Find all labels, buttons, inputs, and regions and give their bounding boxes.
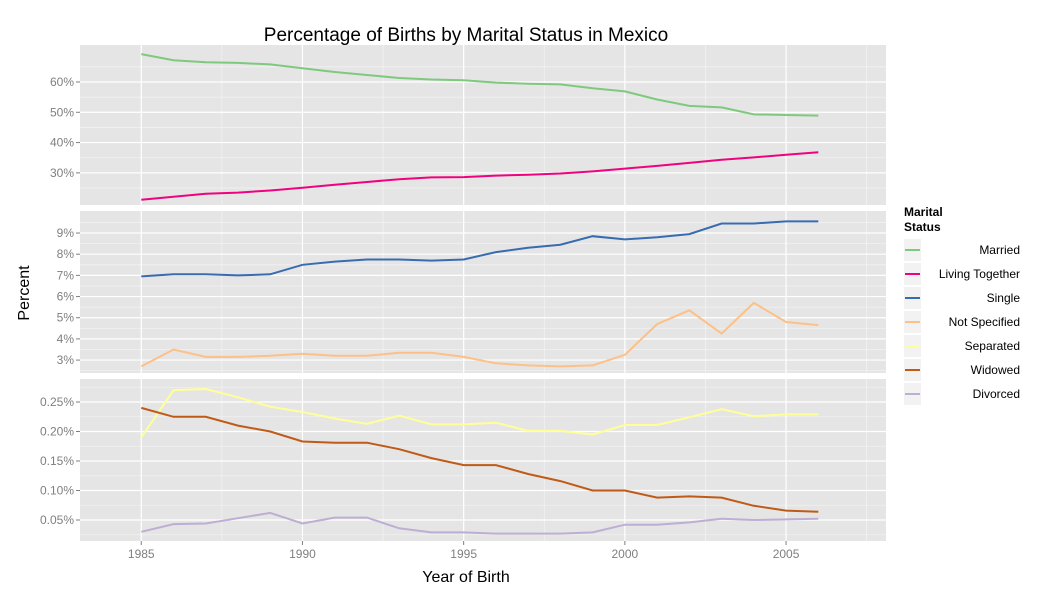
- panel-background: [80, 379, 886, 541]
- legend-label: Widowed: [971, 363, 1020, 377]
- chart-title: Percentage of Births by Marital Status i…: [264, 25, 668, 46]
- x-tick-label: 1985: [128, 547, 155, 561]
- y-tick-label: 40%: [50, 136, 74, 150]
- legend-label: Divorced: [973, 387, 1020, 401]
- legend-title-line1: Marital: [904, 205, 943, 219]
- y-tick-label: 0.15%: [40, 454, 74, 468]
- legend-label: Married: [979, 243, 1020, 257]
- x-tick-label: 1995: [450, 547, 477, 561]
- y-tick-label: 60%: [50, 75, 74, 89]
- y-tick-label: 50%: [50, 105, 74, 119]
- x-axis-label: Year of Birth: [422, 569, 509, 586]
- series-line-widowed: [141, 406, 819, 513]
- x-tick-label: 2005: [773, 547, 800, 561]
- y-axis-label: Percent: [16, 265, 33, 321]
- y-tick-label: 0.10%: [40, 484, 74, 498]
- series-line-single: [141, 220, 819, 278]
- y-tick-label: 9%: [57, 226, 75, 240]
- x-tick-label: 2000: [612, 547, 639, 561]
- legend-label: Separated: [965, 339, 1020, 353]
- x-tick-label: 1990: [289, 547, 316, 561]
- y-tick-label: 6%: [57, 290, 75, 304]
- legend-title-line2: Status: [904, 220, 941, 234]
- y-tick-label: 7%: [57, 268, 75, 282]
- y-tick-label: 0.05%: [40, 513, 74, 527]
- legend-label: Single: [987, 291, 1021, 305]
- panel-background: [80, 211, 886, 373]
- series-line-separated: [140, 387, 819, 438]
- y-tick-label: 4%: [57, 332, 75, 346]
- series-line-divorced: [141, 511, 819, 535]
- legend-label: Living Together: [939, 267, 1020, 281]
- y-tick-label: 3%: [57, 353, 75, 367]
- series-line-not-specified: [140, 301, 819, 368]
- y-tick-label: 8%: [57, 247, 75, 261]
- y-tick-label: 0.25%: [40, 395, 74, 409]
- y-tick-label: 0.20%: [40, 425, 74, 439]
- series-line-living-together: [141, 151, 819, 201]
- series-line-married: [141, 53, 819, 117]
- panel-background: [80, 45, 886, 205]
- y-tick-label: 5%: [57, 311, 75, 325]
- legend-label: Not Specified: [949, 315, 1020, 329]
- y-tick-label: 30%: [50, 166, 74, 180]
- legend: Marital Status Married Living Together Sin…: [904, 205, 1020, 405]
